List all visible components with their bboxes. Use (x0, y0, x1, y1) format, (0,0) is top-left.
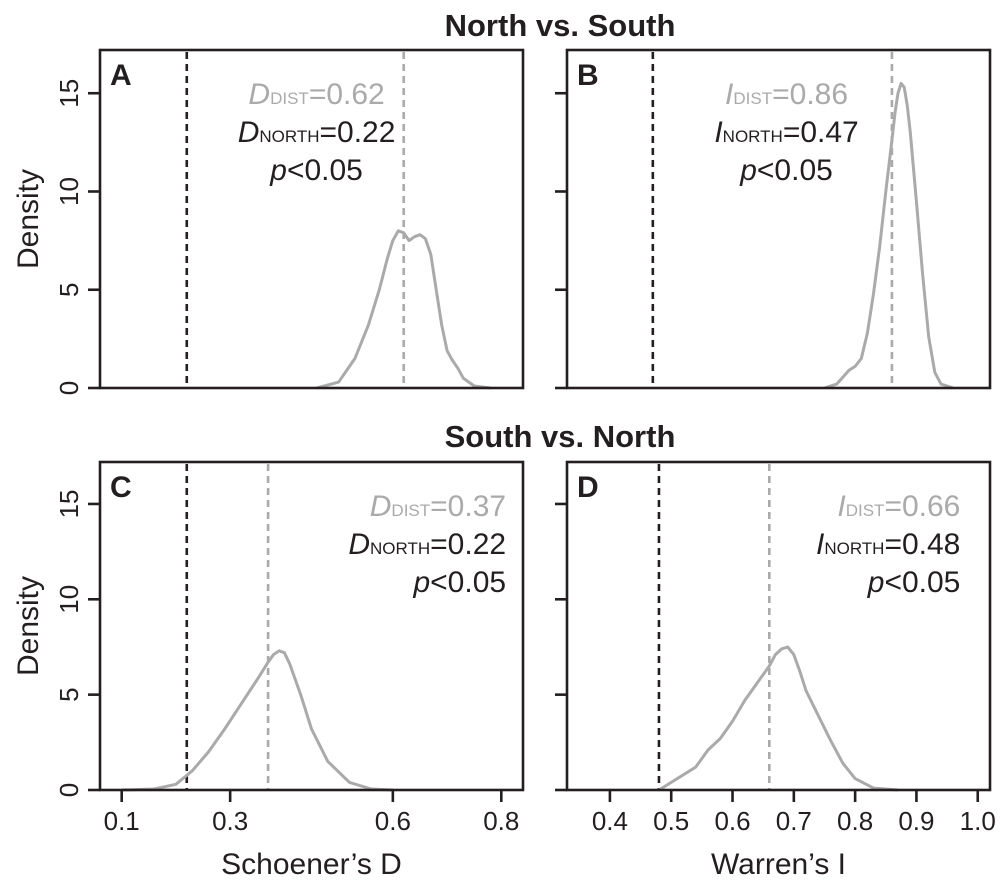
x-tick-label: 0.7 (776, 806, 812, 836)
null-density-curve (824, 81, 954, 390)
plot-frame (98, 48, 525, 390)
null-density-curve (121, 649, 393, 792)
x-tick-label: 0.1 (104, 806, 140, 836)
x-tick-label: 0.8 (483, 806, 519, 836)
null-density-curve (658, 645, 899, 792)
x-tick-label: 0.6 (714, 806, 750, 836)
y-tick-label: 15 (54, 489, 84, 518)
null-mean-annotation: IDIST=0.66 (837, 490, 960, 523)
observed-annotation: DNORTH=0.22 (348, 528, 506, 561)
panel-letter: A (110, 59, 132, 92)
panel-a: 0 5 10 15 Density A DDIST=0.62 DNORTH=0.22 p<0.0… (12, 48, 525, 395)
y-axis-title: Density (12, 169, 45, 269)
panel-b: B IDIST=0.86 INORTH=0.47 p<0.05 (555, 48, 992, 390)
plot-frame (565, 460, 992, 792)
panel-c: 0 5 10 15 0.1 0.3 0.6 0.8 Density Schoener’s D C DD… (12, 460, 525, 881)
x-axis-title: Warren’s I (711, 848, 846, 881)
x-tick-label: 0.8 (837, 806, 873, 836)
y-tick-label: 15 (54, 79, 84, 108)
y-tick-label: 0 (54, 783, 84, 797)
x-tick-label: 1.0 (960, 806, 996, 836)
observed-annotation: DNORTH=0.22 (238, 116, 396, 149)
null-density-curve (316, 229, 491, 390)
plot-frame (98, 460, 525, 792)
p-value-annotation: p<0.05 (739, 154, 833, 187)
x-tick-label: 0.3 (212, 806, 248, 836)
y-tick-label: 5 (54, 687, 84, 701)
x-tick-label: 0.5 (653, 806, 689, 836)
y-tick-label: 0 (54, 381, 84, 395)
p-value-annotation: p<0.05 (867, 566, 961, 599)
y-tick-label: 10 (54, 177, 84, 206)
panel-letter: C (110, 471, 132, 504)
p-value-annotation: p<0.05 (412, 566, 506, 599)
x-tick-label: 0.4 (592, 806, 628, 836)
null-mean-annotation: IDIST=0.86 (725, 78, 848, 111)
null-mean-annotation: DDIST=0.37 (370, 490, 506, 523)
observed-annotation: INORTH=0.47 (714, 116, 858, 149)
plot-frame (565, 48, 992, 390)
y-tick-label: 5 (54, 283, 84, 297)
y-tick-label: 10 (54, 585, 84, 614)
p-value-annotation: p<0.05 (269, 154, 363, 187)
y-axis-title: Density (12, 576, 45, 676)
panel-d: 0.4 0.5 0.6 0.7 0.8 0.9 1.0 Warren’s I D IDIST=0.… (555, 460, 996, 881)
x-tick-label: 0.6 (375, 806, 411, 836)
observed-annotation: INORTH=0.48 (816, 528, 960, 561)
x-axis-title: Schoener’s D (221, 848, 402, 881)
null-mean-annotation: DDIST=0.62 (248, 78, 384, 111)
row-title-bottom: South vs. North (445, 419, 676, 454)
row-title-top: North vs. South (445, 8, 676, 43)
x-tick-label: 0.9 (898, 806, 934, 836)
panel-letter: B (577, 59, 599, 92)
panel-letter: D (577, 471, 599, 504)
